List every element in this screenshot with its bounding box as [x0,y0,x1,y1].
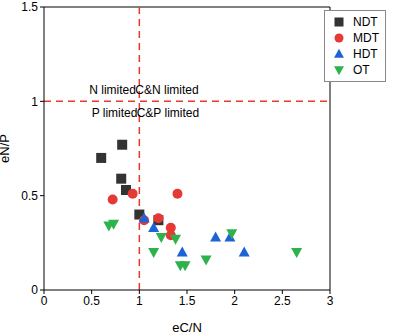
svg-text:C&N limited: C&N limited [135,83,198,97]
svg-text:0: 0 [41,294,48,308]
svg-text:N limited: N limited [89,83,136,97]
svg-text:1.5: 1.5 [179,294,196,308]
svg-text:1: 1 [136,294,143,308]
html-text:OT: OT [353,63,370,77]
html-text:MDT: MDT [353,31,379,45]
svg-text:P limited: P limited [92,106,138,120]
svg-text:2.5: 2.5 [274,294,291,308]
svg-text:3: 3 [327,294,334,308]
svg-text:C&P limited: C&P limited [137,106,199,120]
svg-text:0: 0 [31,283,38,297]
svg-text:1.5: 1.5 [21,0,38,14]
svg-text:0.5: 0.5 [21,189,38,203]
svg-text:1: 1 [31,95,38,109]
svg-text:0.5: 0.5 [83,294,100,308]
svg-text:eN/P: eN/P [8,134,12,163]
svg-text:eC/N: eC/N [172,320,202,334]
html-text:NDT: NDT [353,15,378,29]
html-text:HDT: HDT [353,47,378,61]
svg-text:2: 2 [231,294,238,308]
